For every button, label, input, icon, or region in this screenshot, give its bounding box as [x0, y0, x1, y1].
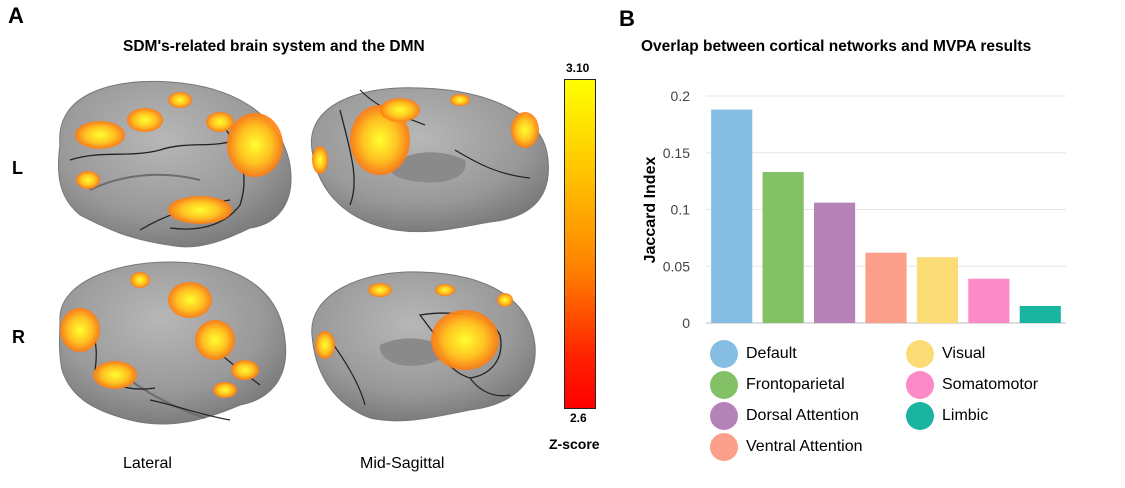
bar-default	[711, 109, 753, 324]
chart-title: Overlap between cortical networks and MV…	[641, 38, 1032, 55]
legend-item: Limbic	[906, 402, 988, 430]
legend-item: Default	[710, 340, 797, 368]
brain-right-mid-sagittal	[311, 271, 536, 422]
legend-label: Somatomotor	[942, 376, 1039, 393]
y-tick-label: 0.2	[671, 88, 691, 104]
panel-a-letter: A	[8, 3, 24, 28]
legend-item: Somatomotor	[906, 371, 1038, 399]
view-label-lateral: Lateral	[123, 455, 172, 472]
y-tick-label: 0.05	[663, 258, 690, 274]
colorbar	[564, 79, 596, 409]
legend-label: Limbic	[942, 407, 989, 424]
legend-swatch	[906, 340, 934, 368]
row-label-right: R	[12, 327, 25, 347]
panel-b-letter: B	[619, 6, 635, 31]
legend-swatch	[710, 433, 738, 461]
legend-item: Dorsal Attention	[710, 402, 859, 430]
legend-swatch	[906, 402, 934, 430]
legend-label: Visual	[942, 345, 986, 362]
brain-left-lateral	[57, 80, 292, 248]
bar-somatomotor	[968, 278, 1010, 323]
legend-item: Visual	[906, 340, 985, 368]
legend-swatch	[906, 371, 934, 399]
colorbar-max-label: 3.10	[566, 61, 590, 75]
panel-a-title: SDM's-related brain system and the DMN	[123, 38, 425, 55]
y-tick-label: 0	[682, 315, 690, 331]
legend-label: Dorsal Attention	[746, 407, 859, 424]
row-label-left: L	[12, 158, 23, 178]
legend-label: Default	[746, 345, 797, 362]
colorbar-min-label: 2.6	[570, 411, 587, 425]
bar-visual	[916, 257, 958, 323]
y-tick-label: 0.15	[663, 145, 690, 161]
legend-swatch	[710, 402, 738, 430]
colorbar-title: Z-score	[549, 436, 600, 452]
bar-frontoparietal	[762, 172, 804, 323]
bar-dorsal-attention	[814, 202, 856, 323]
brain-left-mid-sagittal	[310, 87, 549, 233]
legend-swatch	[710, 371, 738, 399]
brain-right-lateral	[59, 261, 287, 425]
legend-item: Frontoparietal	[710, 371, 845, 399]
bar-ventral-attention	[865, 252, 907, 323]
legend-label: Ventral Attention	[746, 438, 863, 455]
bar-limbic	[1019, 305, 1061, 323]
y-axis-label: Jaccard Index	[642, 157, 659, 264]
legend-item: Ventral Attention	[710, 433, 863, 461]
view-label-mid-sagittal: Mid-Sagittal	[360, 455, 445, 472]
legend-swatch	[710, 340, 738, 368]
legend-label: Frontoparietal	[746, 376, 845, 393]
y-tick-label: 0.1	[671, 202, 691, 218]
